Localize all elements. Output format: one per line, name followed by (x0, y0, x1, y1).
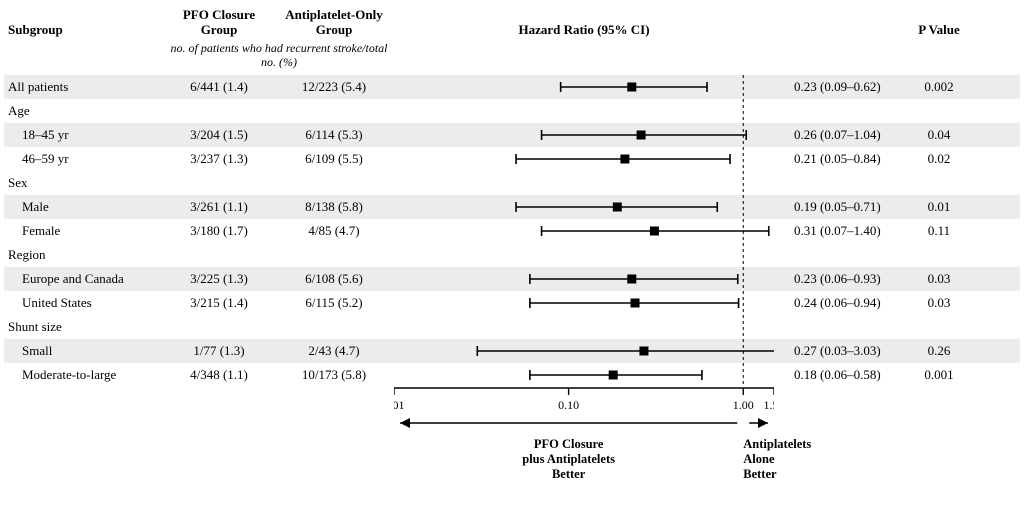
axis-direction-row (4, 415, 1020, 437)
apt-cell: 4/85 (4.7) (274, 223, 394, 239)
axis-label-row: PFO Closure plus Antiplatelets BetterAnt… (4, 437, 1020, 482)
svg-text:1.00: 1.00 (733, 398, 754, 412)
pfo-cell: 3/180 (1.7) (164, 223, 274, 239)
subgroup-label: Region (4, 247, 164, 263)
subgroup-label: United States (4, 295, 164, 311)
pfo-cell: 3/261 (1.1) (164, 199, 274, 215)
subgroup-label: Moderate-to-large (4, 367, 164, 383)
axis-left-label: PFO Closure plus Antiplatelets Better (394, 437, 743, 482)
pfo-cell: 3/237 (1.3) (164, 151, 274, 167)
svg-text:0.01: 0.01 (394, 398, 405, 412)
x-axis-labels: PFO Closure plus Antiplatelets BetterAnt… (394, 437, 774, 482)
forest-cell (394, 363, 774, 387)
data-row: Moderate-to-large4/348 (1.1)10/173 (5.8)… (4, 363, 1020, 387)
pfo-cell: 3/204 (1.5) (164, 127, 274, 143)
pfo-cell: 3/225 (1.3) (164, 271, 274, 287)
subgroup-label: 18–45 yr (4, 127, 164, 143)
forest-cell (394, 339, 774, 363)
hr-text-cell: 0.31 (0.07–1.40) (774, 223, 904, 239)
apt-cell: 6/108 (5.6) (274, 271, 394, 287)
pvalue-cell: 0.001 (904, 367, 974, 383)
forest-plot-table: Subgroup PFO Closure Group Antiplatelet-… (4, 8, 1020, 482)
hdr-subgroup: Subgroup (4, 23, 164, 38)
subgroup-label: 46–59 yr (4, 151, 164, 167)
forest-cell (394, 243, 774, 267)
forest-cell (394, 195, 774, 219)
pvalue-cell: 0.11 (904, 223, 974, 239)
data-row: Small1/77 (1.3)2/43 (4.7) 0.27 (0.03–3.03… (4, 339, 1020, 363)
pfo-cell: 4/348 (1.1) (164, 367, 274, 383)
x-axis-arrows (394, 415, 774, 437)
subgroup-label: All patients (4, 79, 164, 95)
group-row: Age (4, 99, 1020, 123)
subgroup-label: Small (4, 343, 164, 359)
pvalue-cell: 0.01 (904, 199, 974, 215)
group-row: Region (4, 243, 1020, 267)
apt-cell: 12/223 (5.4) (274, 79, 394, 95)
data-row: 18–45 yr3/204 (1.5)6/114 (5.3) 0.26 (0.07… (4, 123, 1020, 147)
hr-text-cell: 0.24 (0.06–0.94) (774, 295, 904, 311)
apt-cell: 2/43 (4.7) (274, 343, 394, 359)
apt-cell: 8/138 (5.8) (274, 199, 394, 215)
rows-container: All patients6/441 (1.4)12/223 (5.4) 0.23 … (4, 75, 1020, 387)
forest-cell (394, 315, 774, 339)
svg-text:1.50: 1.50 (764, 398, 775, 412)
pvalue-cell: 0.03 (904, 295, 974, 311)
pvalue-cell: 0.002 (904, 79, 974, 95)
hr-text-cell: 0.23 (0.06–0.93) (774, 271, 904, 287)
hdr-pfo: PFO Closure Group (164, 8, 274, 38)
forest-cell (394, 123, 774, 147)
data-row: Female3/180 (1.7)4/85 (4.7) 0.31 (0.07–1.… (4, 219, 1020, 243)
forest-cell (394, 171, 774, 195)
hdr-pval: P Value (904, 23, 974, 38)
forest-cell (394, 147, 774, 171)
hr-text-cell: 0.23 (0.09–0.62) (774, 79, 904, 95)
hr-text-cell: 0.19 (0.05–0.71) (774, 199, 904, 215)
hdr-apt: Antiplatelet-Only Group (274, 8, 394, 38)
subgroup-label: Female (4, 223, 164, 239)
pfo-cell: 1/77 (1.3) (164, 343, 274, 359)
data-row: 46–59 yr3/237 (1.3)6/109 (5.5) 0.21 (0.05… (4, 147, 1020, 171)
apt-cell: 6/114 (5.3) (274, 127, 394, 143)
apt-cell: 6/109 (5.5) (274, 151, 394, 167)
pvalue-cell: 0.03 (904, 271, 974, 287)
hdr-forest: Hazard Ratio (95% CI) (394, 23, 774, 38)
subgroup-label: Shunt size (4, 319, 164, 335)
hr-text-cell: 0.21 (0.05–0.84) (774, 151, 904, 167)
hdr-subnote: no. of patients who had recurrent stroke… (164, 40, 394, 74)
header-row: Subgroup PFO Closure Group Antiplatelet-… (4, 8, 1020, 40)
x-axis: 0.01 0.10 1.00 1.50 (394, 387, 774, 415)
axis-right-label: Antiplatelets Alone Better (743, 437, 774, 482)
group-row: Shunt size (4, 315, 1020, 339)
forest-cell (394, 291, 774, 315)
pvalue-cell: 0.02 (904, 151, 974, 167)
data-row: Male3/261 (1.1)8/138 (5.8) 0.19 (0.05–0.7… (4, 195, 1020, 219)
svg-text:0.10: 0.10 (558, 398, 579, 412)
pvalue-cell: 0.26 (904, 343, 974, 359)
forest-cell (394, 99, 774, 123)
subgroup-label: Europe and Canada (4, 271, 164, 287)
forest-cell (394, 75, 774, 99)
data-row: United States3/215 (1.4)6/115 (5.2) 0.24 … (4, 291, 1020, 315)
subgroup-label: Age (4, 103, 164, 119)
forest-cell (394, 267, 774, 291)
hr-text-cell: 0.18 (0.06–0.58) (774, 367, 904, 383)
apt-cell: 10/173 (5.8) (274, 367, 394, 383)
apt-cell: 6/115 (5.2) (274, 295, 394, 311)
hr-text-cell: 0.26 (0.07–1.04) (774, 127, 904, 143)
data-row: Europe and Canada3/225 (1.3)6/108 (5.6) 0… (4, 267, 1020, 291)
axis-row: 0.01 0.10 1.00 1.50 (4, 387, 1020, 415)
pvalue-cell: 0.04 (904, 127, 974, 143)
pfo-cell: 3/215 (1.4) (164, 295, 274, 311)
subgroup-label: Male (4, 199, 164, 215)
header-subnote-row: no. of patients who had recurrent stroke… (4, 40, 1020, 76)
pfo-cell: 6/441 (1.4) (164, 79, 274, 95)
hr-text-cell: 0.27 (0.03–3.03) (774, 343, 904, 359)
subgroup-label: Sex (4, 175, 164, 191)
data-row: All patients6/441 (1.4)12/223 (5.4) 0.23 … (4, 75, 1020, 99)
forest-cell (394, 219, 774, 243)
group-row: Sex (4, 171, 1020, 195)
